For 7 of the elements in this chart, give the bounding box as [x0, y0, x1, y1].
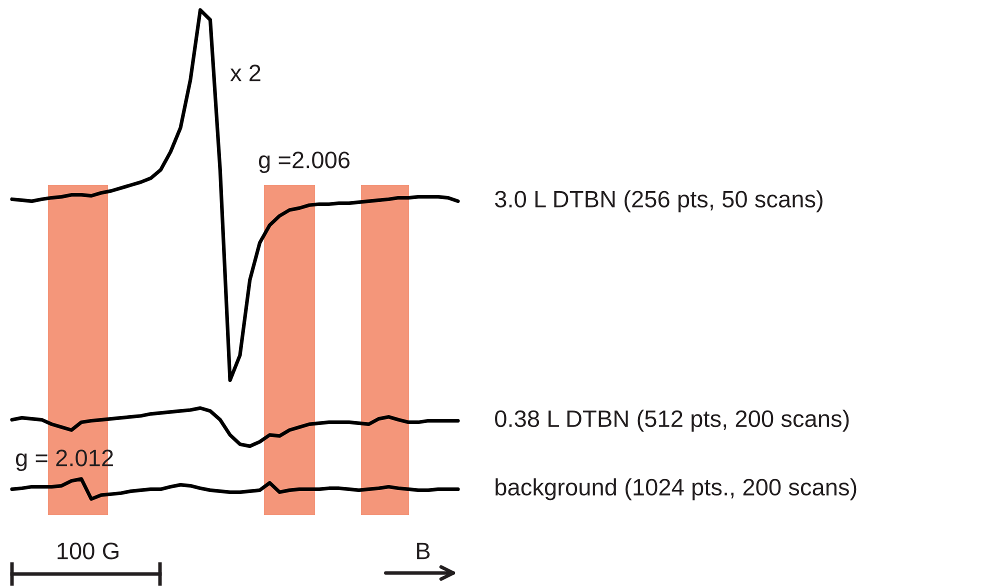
series-label: 3.0 L DTBN (256 pts, 50 scans) [495, 190, 822, 212]
annotation: x 2 [230, 64, 260, 82]
text: 100 G [58, 542, 118, 560]
annotation: g =2.006 [258, 152, 350, 174]
series-label: background (1024 pts., 200 scans) [496, 478, 856, 500]
text: B [417, 542, 430, 560]
series-label: 0.38 L DTBN (512 pts, 200 scans) [495, 410, 849, 432]
